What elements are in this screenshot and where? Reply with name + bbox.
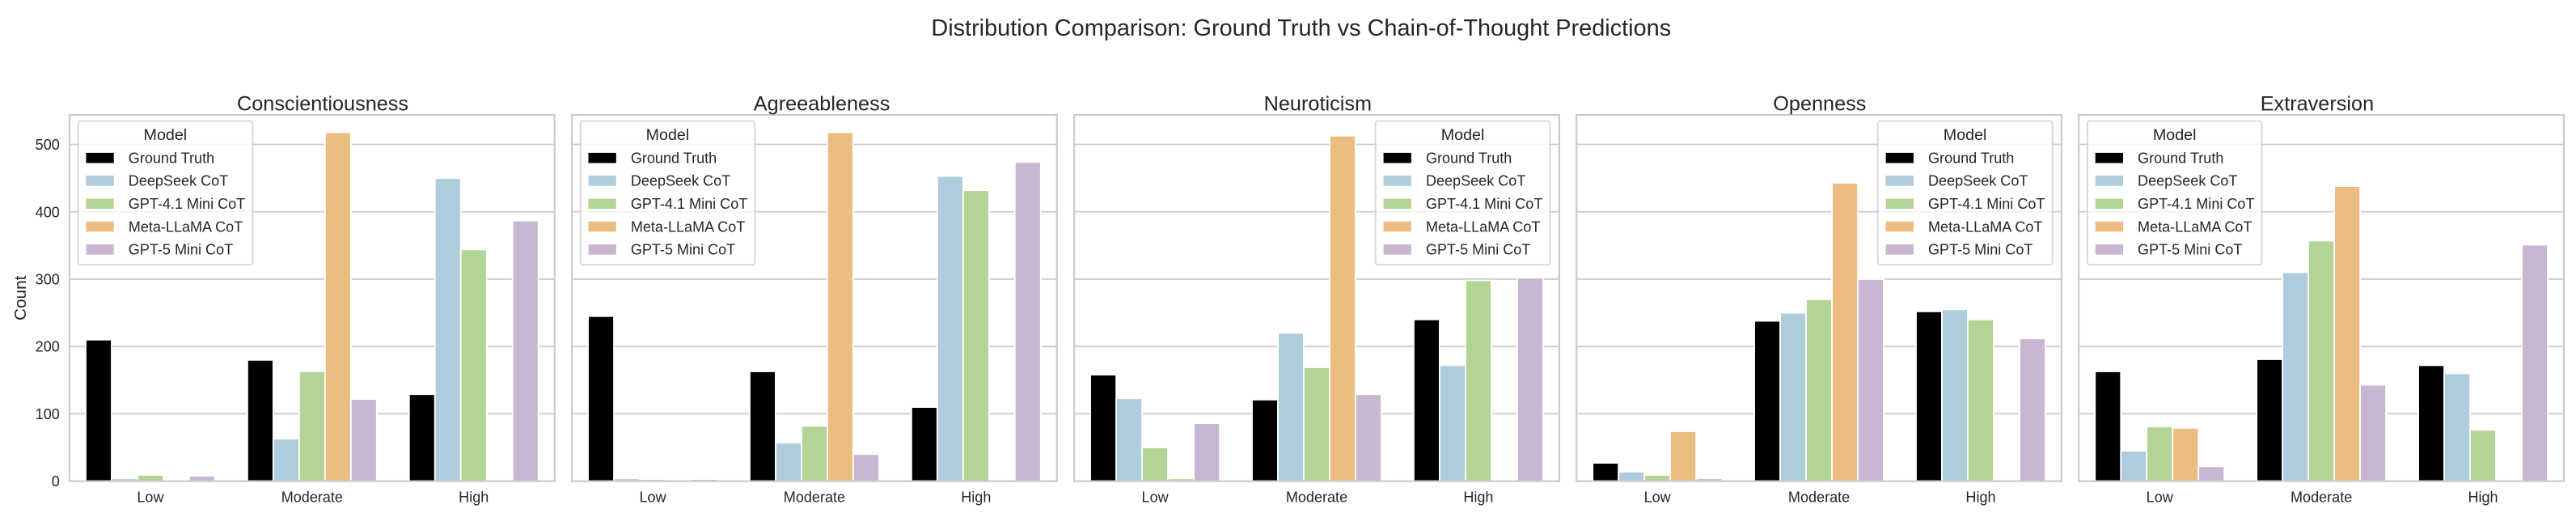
svg-text:Conscientiousness: Conscientiousness bbox=[237, 93, 408, 116]
svg-text:Distribution Comparison: Groun: Distribution Comparison: Ground Truth vs… bbox=[931, 15, 1671, 41]
svg-text:300: 300 bbox=[36, 272, 60, 288]
svg-text:Meta-LLaMA CoT: Meta-LLaMA CoT bbox=[2138, 218, 2252, 235]
svg-text:GPT-5 Mini CoT: GPT-5 Mini CoT bbox=[1426, 242, 1530, 258]
svg-text:Extraversion: Extraversion bbox=[2261, 93, 2374, 116]
svg-text:Low: Low bbox=[1644, 489, 1672, 505]
svg-text:High: High bbox=[2468, 489, 2498, 505]
svg-text:Openness: Openness bbox=[1773, 93, 1866, 116]
svg-text:Ground Truth: Ground Truth bbox=[1426, 150, 1512, 166]
svg-text:500: 500 bbox=[36, 137, 60, 153]
svg-text:Low: Low bbox=[1142, 489, 1170, 505]
svg-text:GPT-5 Mini CoT: GPT-5 Mini CoT bbox=[631, 242, 735, 258]
svg-text:GPT-4.1 Mini CoT: GPT-4.1 Mini CoT bbox=[631, 196, 747, 212]
svg-text:Ground Truth: Ground Truth bbox=[631, 150, 717, 166]
svg-text:High: High bbox=[459, 489, 489, 505]
svg-text:Meta-LLaMA CoT: Meta-LLaMA CoT bbox=[631, 218, 745, 235]
svg-text:DeepSeek CoT: DeepSeek CoT bbox=[1928, 173, 2028, 189]
svg-text:Meta-LLaMA CoT: Meta-LLaMA CoT bbox=[1928, 218, 2042, 235]
svg-text:GPT-5 Mini CoT: GPT-5 Mini CoT bbox=[1928, 242, 2032, 258]
svg-text:200: 200 bbox=[36, 339, 60, 355]
svg-text:GPT-5 Mini CoT: GPT-5 Mini CoT bbox=[129, 242, 233, 258]
svg-text:GPT-4.1 Mini CoT: GPT-4.1 Mini CoT bbox=[1426, 196, 1542, 212]
svg-text:Model: Model bbox=[646, 126, 690, 144]
svg-text:Agreeableness: Agreeableness bbox=[754, 93, 890, 116]
svg-text:Low: Low bbox=[137, 489, 164, 505]
svg-text:100: 100 bbox=[36, 406, 60, 422]
svg-text:DeepSeek CoT: DeepSeek CoT bbox=[2138, 173, 2237, 189]
svg-text:High: High bbox=[1463, 489, 1493, 505]
svg-text:Moderate: Moderate bbox=[1286, 489, 1347, 505]
svg-text:400: 400 bbox=[36, 204, 60, 220]
svg-text:Model: Model bbox=[1441, 126, 1485, 144]
svg-text:Low: Low bbox=[2147, 489, 2174, 505]
svg-text:Moderate: Moderate bbox=[281, 489, 343, 505]
svg-text:GPT-4.1 Mini CoT: GPT-4.1 Mini CoT bbox=[1928, 196, 2045, 212]
svg-text:0: 0 bbox=[52, 473, 60, 490]
svg-text:Meta-LLaMA CoT: Meta-LLaMA CoT bbox=[129, 218, 243, 235]
svg-text:Moderate: Moderate bbox=[1788, 489, 1850, 505]
svg-text:DeepSeek CoT: DeepSeek CoT bbox=[129, 173, 228, 189]
svg-text:Model: Model bbox=[144, 126, 188, 144]
svg-text:Ground Truth: Ground Truth bbox=[129, 150, 214, 166]
svg-text:Model: Model bbox=[2153, 126, 2197, 144]
svg-text:Count: Count bbox=[11, 275, 30, 320]
svg-text:Moderate: Moderate bbox=[784, 489, 845, 505]
svg-text:Ground Truth: Ground Truth bbox=[2138, 150, 2223, 166]
svg-text:High: High bbox=[961, 489, 991, 505]
svg-text:High: High bbox=[1965, 489, 1995, 505]
svg-text:GPT-4.1 Mini CoT: GPT-4.1 Mini CoT bbox=[2138, 196, 2254, 212]
svg-text:GPT-4.1 Mini CoT: GPT-4.1 Mini CoT bbox=[129, 196, 245, 212]
svg-text:GPT-5 Mini CoT: GPT-5 Mini CoT bbox=[2138, 242, 2242, 258]
svg-text:Ground Truth: Ground Truth bbox=[1928, 150, 2014, 166]
svg-text:Low: Low bbox=[639, 489, 666, 505]
svg-text:Moderate: Moderate bbox=[2290, 489, 2352, 505]
svg-text:DeepSeek CoT: DeepSeek CoT bbox=[631, 173, 730, 189]
svg-text:Model: Model bbox=[1944, 126, 1987, 144]
svg-text:Meta-LLaMA CoT: Meta-LLaMA CoT bbox=[1426, 218, 1540, 235]
svg-text:DeepSeek CoT: DeepSeek CoT bbox=[1426, 173, 1525, 189]
svg-text:Neuroticism: Neuroticism bbox=[1264, 93, 1372, 116]
